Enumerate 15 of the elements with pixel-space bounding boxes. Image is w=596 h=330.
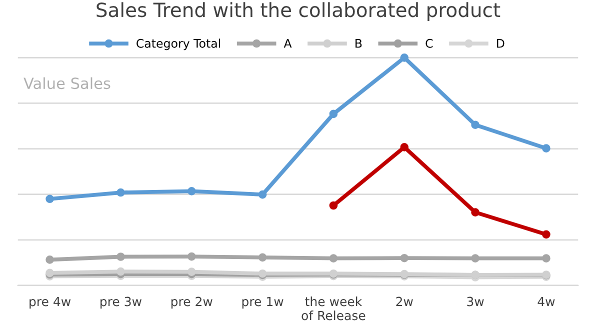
x-tick-label: 4w [538,296,555,306]
x-tick-label: pre 3w [100,296,142,309]
x-tick-label: pre 4w [30,296,71,309]
x-tick-label: pre 2w [171,296,212,309]
chart-title: Sales Trend with the collaborated product [96,2,500,21]
x-tick-label: the week of Release [302,296,366,320]
annotation: Value Sales [24,77,110,90]
legend-label: Category Total [136,38,220,50]
x-tick-label: pre 1w [242,296,284,309]
x-tick-label: 2w [396,296,413,306]
legend-label: C [426,38,433,48]
legend-label: D [497,39,504,48]
legend-label: A [284,39,292,48]
x-tick-label: 3w [467,296,484,306]
legend-label: B [356,39,362,48]
